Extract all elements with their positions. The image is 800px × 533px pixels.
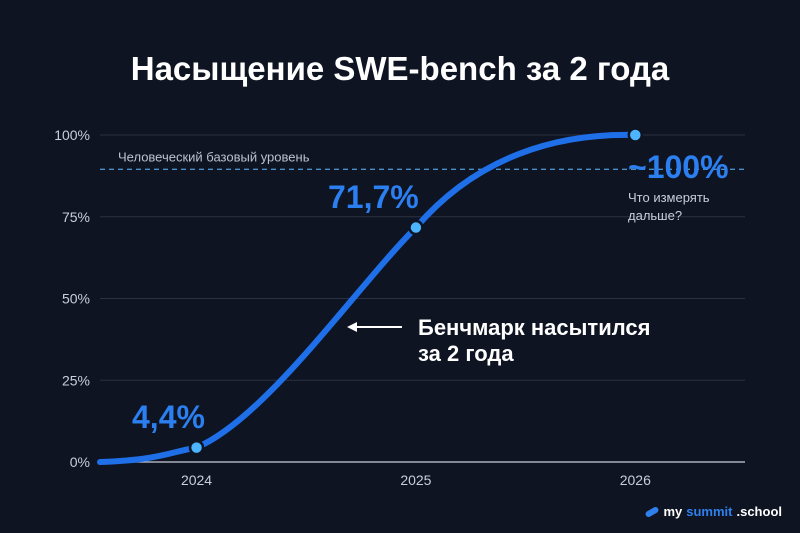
point-label-2024: 4,4% [132,399,205,435]
chart-title: Насыщение SWE-bench за 2 года [131,50,670,87]
x-tick-label: 2024 [181,472,212,488]
microphone-icon [645,507,659,517]
brand-logo: my summit .school [645,504,782,519]
x-tick-label: 2025 [400,472,431,488]
annotation-line-2: за 2 года [418,341,514,366]
brand-accent: summit [686,504,733,519]
annotation-arrowhead [347,322,357,332]
data-point-2025 [408,219,424,236]
end-note-line-2: дальше? [628,208,682,223]
point-label-2026: ~100% [628,149,729,185]
y-tick-label: 50% [62,291,90,307]
x-tick-label: 2026 [620,472,651,488]
y-tick-label: 0% [70,454,90,470]
brand-prefix: my [663,504,683,519]
x-tick-labels: 2024 2025 2026 [181,472,651,488]
end-note-line-1: Что измерять [628,190,710,205]
data-point-2024 [188,439,205,456]
brand-suffix: .school [736,504,782,519]
series-line [97,131,639,465]
annotation-line-1: Бенчмарк насытился [418,315,651,340]
y-tick-label: 100% [54,127,90,143]
y-tick-labels: 0% 25% 50% 75% 100% [54,127,90,470]
data-points [188,127,644,456]
data-point-2026 [627,127,644,143]
y-tick-label: 25% [62,372,90,388]
human-baseline-label: Человеческий базовый уровень [118,149,310,164]
y-tick-label: 75% [62,209,90,225]
point-label-2025: 71,7% [328,179,419,215]
